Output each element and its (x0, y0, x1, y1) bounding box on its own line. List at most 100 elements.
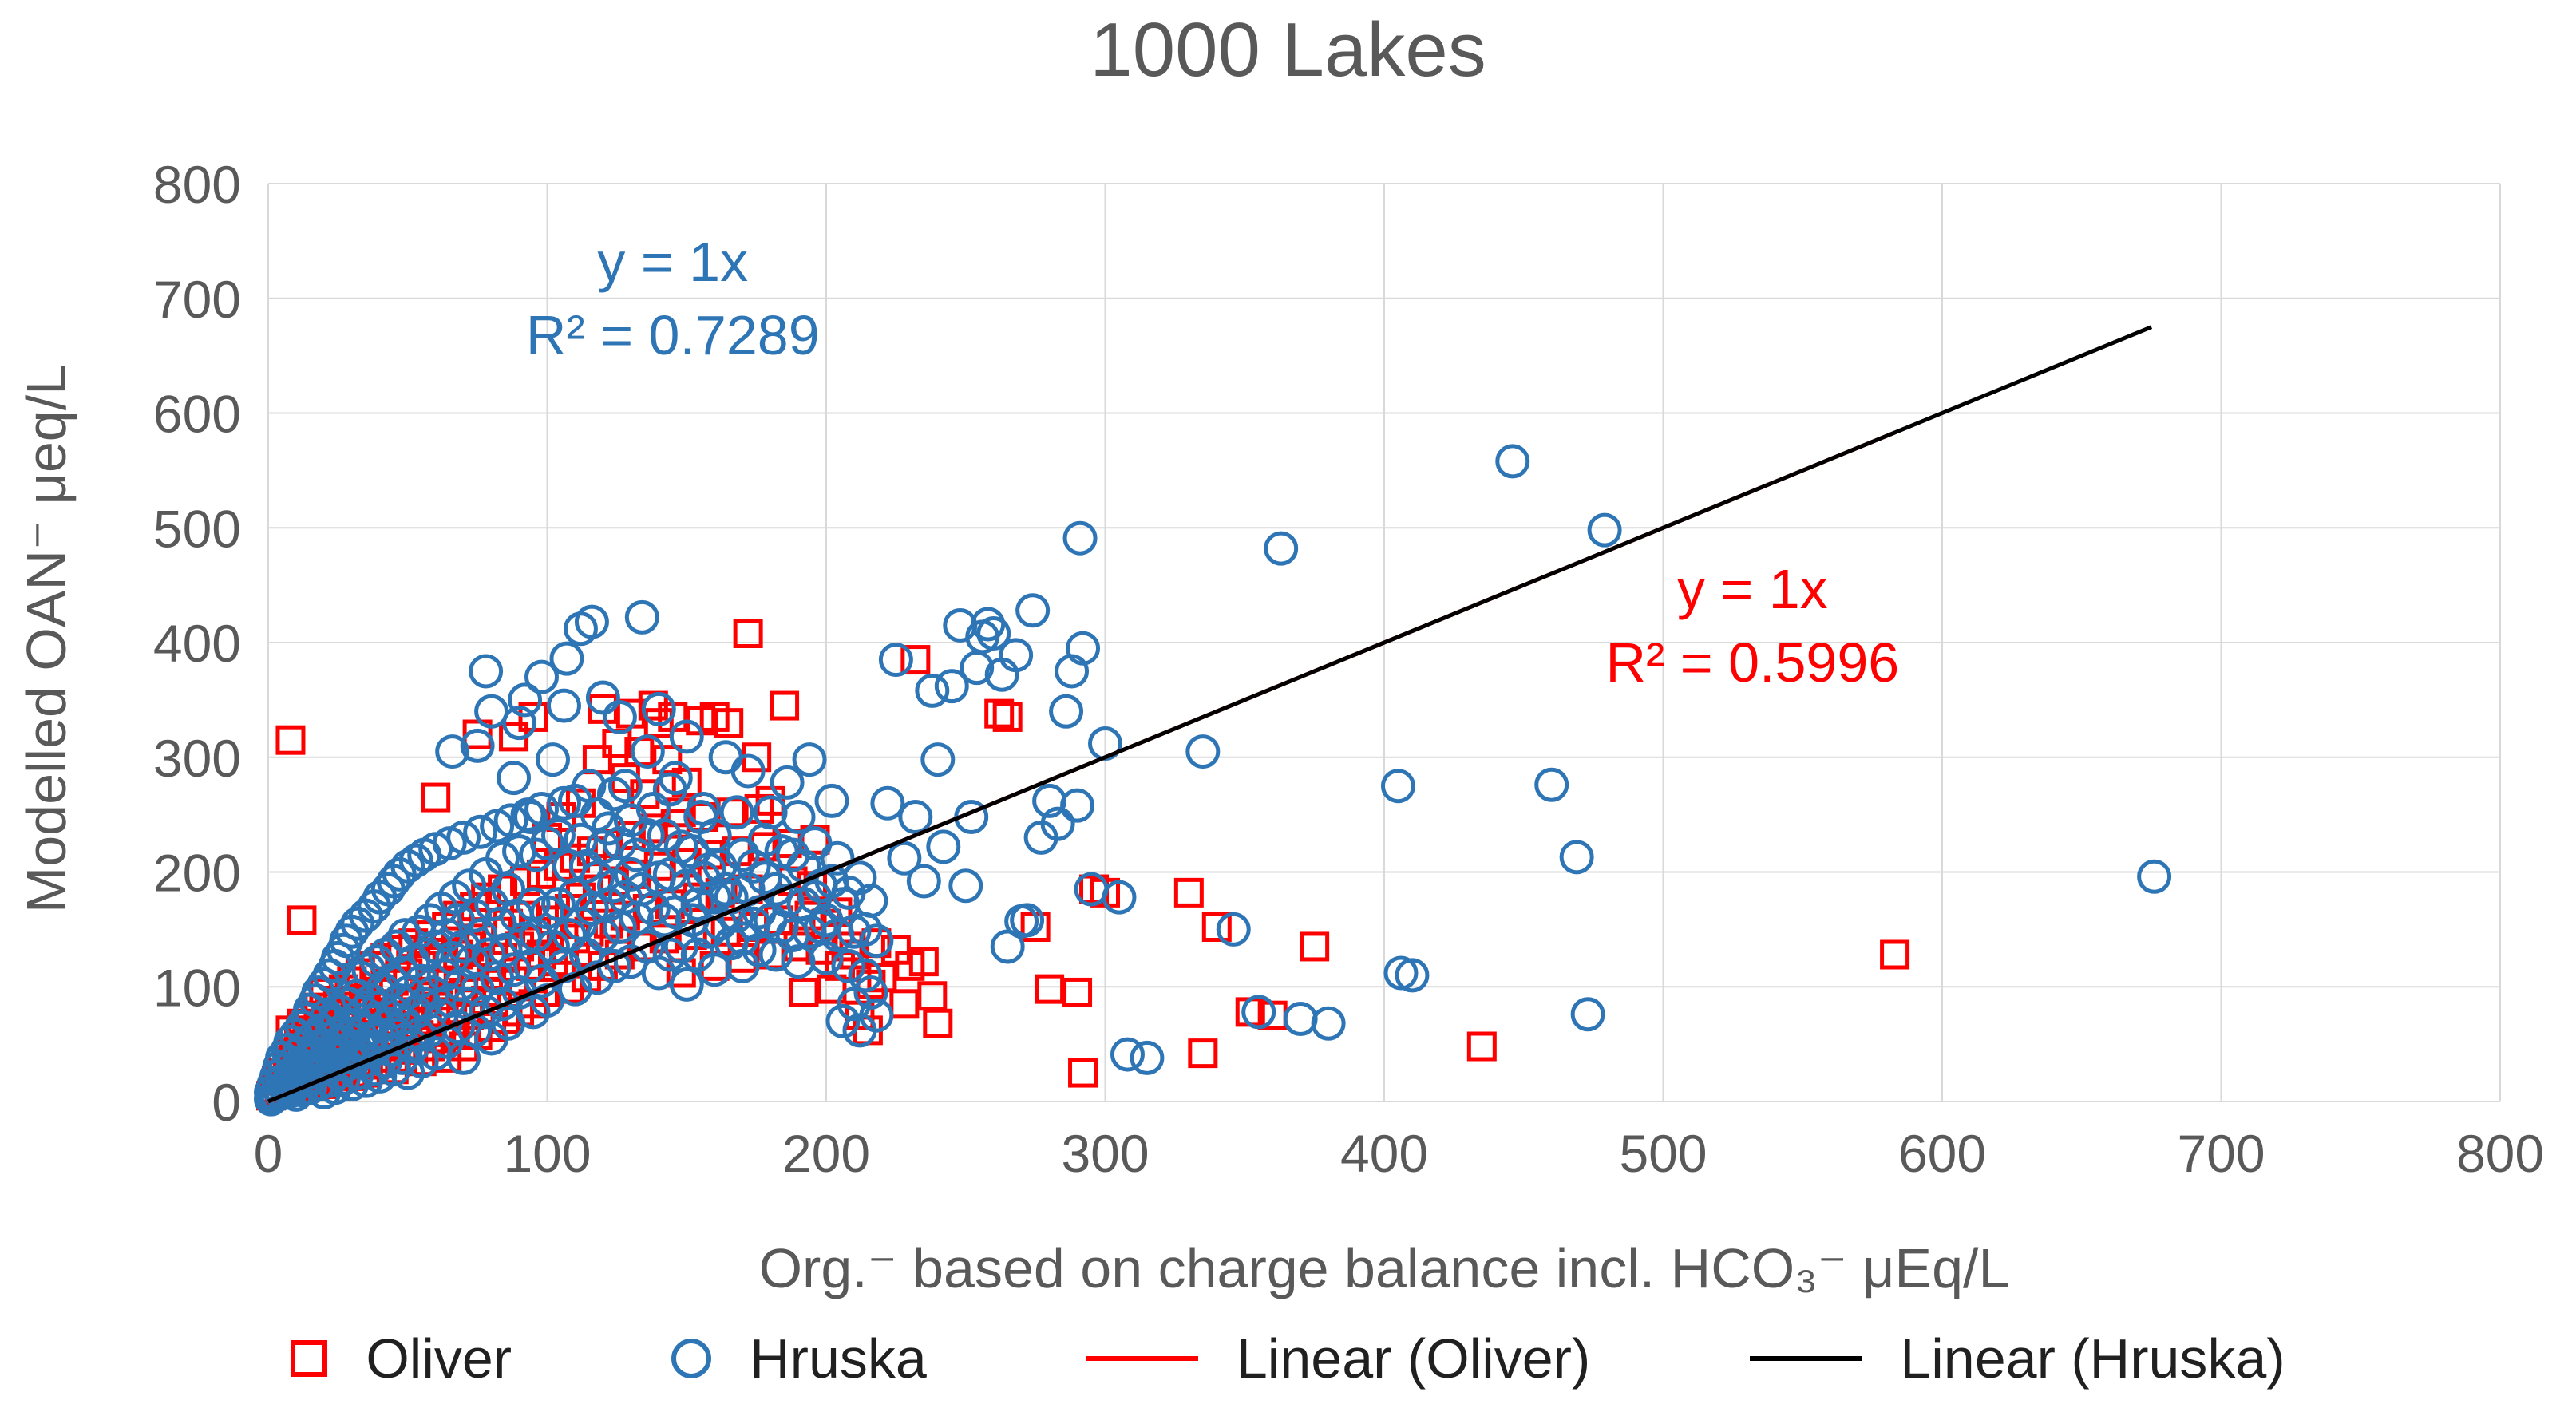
scatter-point-hruska (948, 868, 983, 904)
scatter-point-hruska (920, 742, 956, 777)
y-tick-label: 200 (153, 844, 241, 903)
scatter-point-hruska (1102, 880, 1137, 915)
scatter-point-hruska (887, 840, 922, 876)
scatter-point-oliver (638, 813, 668, 844)
x-tick-label: 300 (1061, 1124, 1149, 1183)
scatter-point-hruska (1495, 444, 1530, 479)
legend-item-oliver: Oliver (291, 1327, 512, 1390)
scatter-point-oliver (923, 1008, 953, 1038)
scatter-point-hruska (934, 669, 969, 704)
scatter-point-hruska (426, 958, 461, 993)
scatter-point-hruska (404, 963, 439, 999)
scatter-point-hruska (658, 761, 693, 796)
scatter-point-hruska (1283, 1002, 1318, 1036)
scatter-point-hruska (1241, 995, 1276, 1030)
scatter-point-oliver (1880, 939, 1910, 970)
scatter-point-hruska (1185, 734, 1221, 769)
scatter-point-hruska (524, 659, 560, 694)
scatter-point-hruska (1015, 593, 1051, 628)
scatter-point-oliver (714, 708, 744, 738)
scatter-point-hruska (742, 932, 777, 967)
scatter-point-oliver (1466, 1031, 1497, 1062)
x-tick-label: 200 (782, 1124, 870, 1183)
scatter-point-oliver (677, 920, 707, 951)
scatter-point-oliver (789, 977, 819, 1007)
x-tick-label: 100 (503, 1124, 591, 1183)
scatter-point-oliver (733, 619, 763, 648)
scatter-point-oliver (755, 785, 785, 816)
scatter-point-oliver (1188, 1038, 1218, 1069)
scatter-point-hruska (719, 795, 754, 830)
trendline-annotation: y = 1x (597, 231, 748, 293)
y-tick-label: 100 (153, 958, 241, 1017)
scatter-point-hruska (607, 769, 643, 804)
scatter-point-hruska (825, 1003, 861, 1038)
scatter-point-hruska (814, 783, 849, 818)
scatter-point-hruska (1130, 1040, 1165, 1075)
scatter-point-hruska (446, 820, 481, 855)
scatter-point-hruska (460, 971, 495, 1007)
trendline (267, 325, 2153, 1104)
scatter-point-hruska (1110, 1037, 1145, 1072)
scatter-point-hruska (730, 753, 766, 789)
scatter-point-hruska (770, 883, 805, 918)
scatter-point-hruska (1380, 769, 1415, 804)
scatter-point-oliver (1035, 974, 1065, 1004)
scatter-point-hruska (546, 688, 581, 723)
scatter-point-hruska (471, 937, 506, 972)
trendline-annotation: y = 1x (1677, 558, 1828, 620)
scatter-point-hruska (524, 791, 560, 826)
scatter-point-hruska (535, 742, 570, 777)
scatter-point-hruska (1040, 806, 1075, 841)
scatter-point-hruska (552, 918, 587, 953)
scatter-point-oliver (462, 719, 493, 749)
scatter-point-hruska (669, 967, 704, 1002)
scatter-point-hruska (1395, 958, 1430, 993)
scatter-point-hruska (540, 818, 576, 852)
scatter-point-hruska (574, 604, 609, 639)
scatter-point-hruska (747, 860, 782, 896)
scatter-point-hruska (770, 765, 805, 800)
scatter-point-hruska (820, 840, 855, 876)
scatter-point-hruska (508, 682, 543, 718)
scatter-point-hruska (1587, 512, 1622, 548)
scatter-point-hruska (519, 837, 554, 872)
scatter-point-hruska (859, 923, 894, 959)
scatter-point-hruska (669, 719, 704, 754)
scatter-point-hruska (906, 864, 941, 899)
scatter-point-oliver (1173, 877, 1204, 908)
scatter-point-hruska (990, 929, 1025, 964)
scatter-point-hruska (1264, 531, 1299, 566)
scatter-point-oliver (649, 923, 679, 954)
x-tick-label: 700 (2177, 1124, 2265, 1183)
legend-item-hruska: Hruska (671, 1327, 927, 1390)
scatter-point-hruska (385, 955, 420, 991)
oliver-square-marker-icon (291, 1340, 328, 1377)
scatter-point-oliver (527, 859, 557, 889)
scatter-point-hruska (1534, 767, 1569, 802)
scatter-point-hruska (463, 814, 498, 849)
y-tick-label: 500 (153, 499, 241, 558)
x-axis-label: Org.⁻ based on charge balance incl. HCO₃… (758, 1237, 2010, 1299)
scatter-point-hruska (1311, 1006, 1346, 1041)
y-tick-label: 600 (153, 385, 241, 444)
scatter-point-oliver (652, 745, 683, 775)
scatter-point-oliver (588, 694, 618, 724)
chart-title: 1000 Lakes (1090, 7, 1486, 93)
scatter-point-hruska (1062, 520, 1098, 556)
scatter-point-hruska (781, 800, 816, 834)
scatter-point-hruska (502, 706, 537, 741)
scatter-point-hruska (758, 872, 793, 907)
scatter-point-hruska (563, 611, 598, 647)
scatter-point-hruska (585, 680, 620, 715)
x-tick-label: 500 (1619, 1124, 1707, 1183)
scatter-point-oliver (275, 725, 306, 755)
legend-item-linear-hruska: Linear (Hruska) (1750, 1327, 2285, 1390)
scatter-point-hruska (482, 906, 517, 941)
scatter-point-oliver (889, 989, 920, 1019)
scatter-point-hruska (915, 673, 950, 708)
y-tick-label: 700 (153, 270, 241, 329)
linear-hruska-line-icon (1750, 1356, 1862, 1361)
scatter-point-oliver (510, 866, 540, 896)
